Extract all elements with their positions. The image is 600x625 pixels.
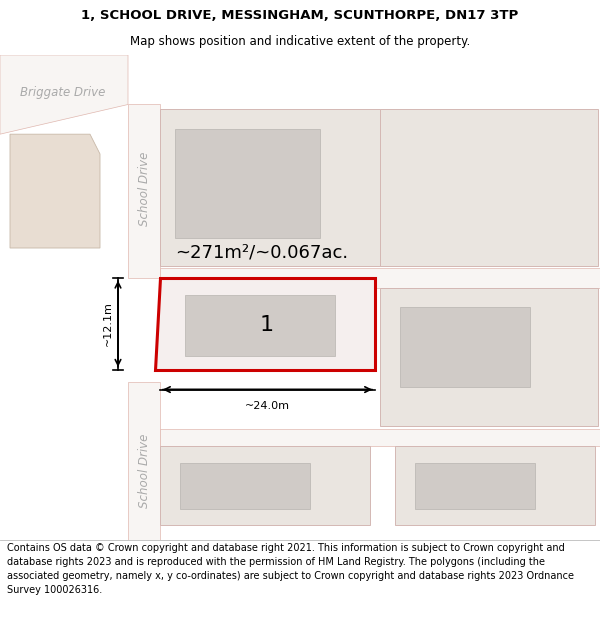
Bar xyxy=(400,308,530,387)
Bar xyxy=(415,462,535,509)
Text: ~24.0m: ~24.0m xyxy=(245,401,290,411)
Bar xyxy=(160,446,370,525)
Polygon shape xyxy=(10,134,100,248)
Bar xyxy=(160,429,600,446)
Bar xyxy=(160,268,600,288)
Polygon shape xyxy=(155,278,375,370)
Text: School Drive: School Drive xyxy=(137,151,151,226)
Bar xyxy=(160,109,380,266)
Text: School Drive: School Drive xyxy=(137,434,151,508)
Bar xyxy=(128,104,160,278)
Text: ~271m²/~0.067ac.: ~271m²/~0.067ac. xyxy=(175,244,348,262)
Text: Contains OS data © Crown copyright and database right 2021. This information is : Contains OS data © Crown copyright and d… xyxy=(7,543,574,596)
Bar xyxy=(180,462,310,509)
Bar xyxy=(175,129,320,238)
Bar xyxy=(185,294,335,356)
Text: Briggate Drive: Briggate Drive xyxy=(20,86,106,99)
Bar xyxy=(395,446,595,525)
Text: 1: 1 xyxy=(260,315,274,335)
Bar xyxy=(128,382,160,540)
Bar xyxy=(380,288,598,426)
Polygon shape xyxy=(0,55,128,134)
Text: 1, SCHOOL DRIVE, MESSINGHAM, SCUNTHORPE, DN17 3TP: 1, SCHOOL DRIVE, MESSINGHAM, SCUNTHORPE,… xyxy=(82,9,518,22)
Bar xyxy=(380,109,598,266)
Text: Map shows position and indicative extent of the property.: Map shows position and indicative extent… xyxy=(130,35,470,48)
Text: ~12.1m: ~12.1m xyxy=(103,301,113,346)
